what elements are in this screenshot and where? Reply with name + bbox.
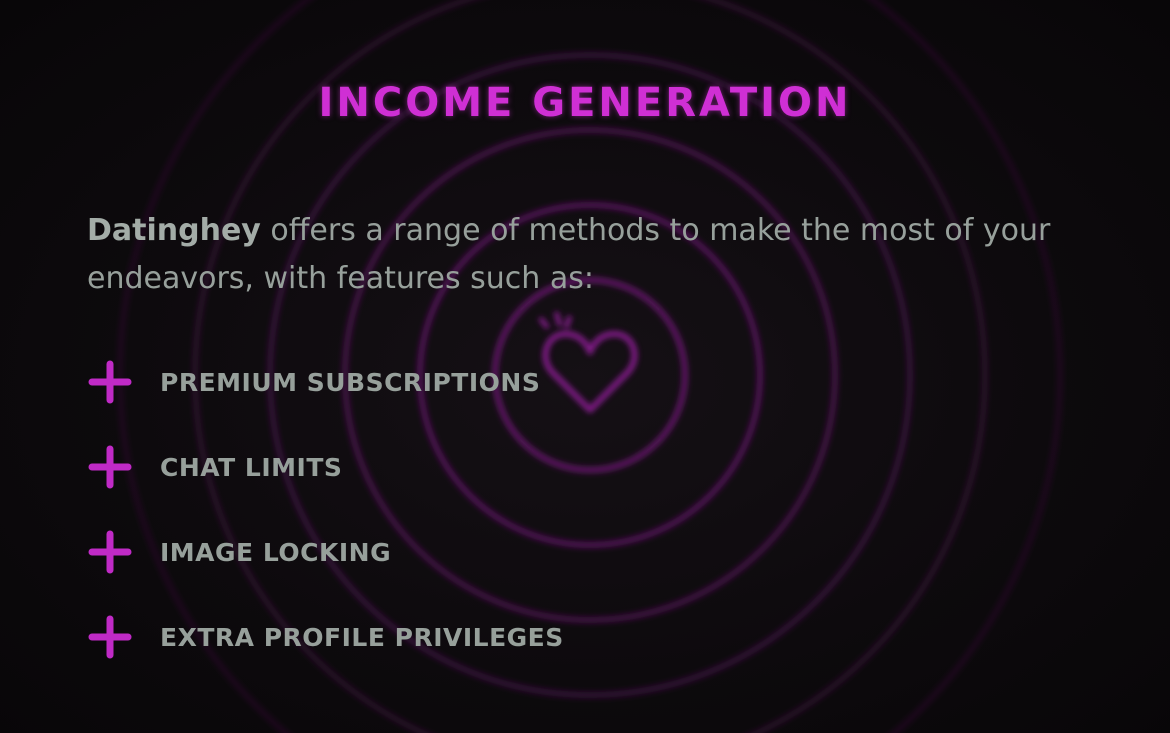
intro-paragraph: Datinghey offers a range of methods to m…	[87, 207, 1087, 303]
list-item: CHAT LIMITS	[88, 441, 564, 493]
list-item: PREMIUM SUBSCRIPTIONS	[88, 356, 564, 408]
plus-icon	[88, 360, 132, 404]
plus-icon	[88, 445, 132, 489]
plus-icon	[88, 530, 132, 574]
feature-label: PREMIUM SUBSCRIPTIONS	[160, 368, 540, 397]
list-item: EXTRA PROFILE PRIVILEGES	[88, 611, 564, 663]
brand-name: Datinghey	[87, 213, 261, 248]
feature-label: EXTRA PROFILE PRIVILEGES	[160, 623, 564, 652]
feature-label: CHAT LIMITS	[160, 453, 342, 482]
feature-list: PREMIUM SUBSCRIPTIONS CHAT LIMITS	[88, 356, 564, 696]
feature-label: IMAGE LOCKING	[160, 538, 391, 567]
plus-icon	[88, 615, 132, 659]
list-item: IMAGE LOCKING	[88, 526, 564, 578]
page-title: INCOME GENERATION	[0, 80, 1170, 126]
